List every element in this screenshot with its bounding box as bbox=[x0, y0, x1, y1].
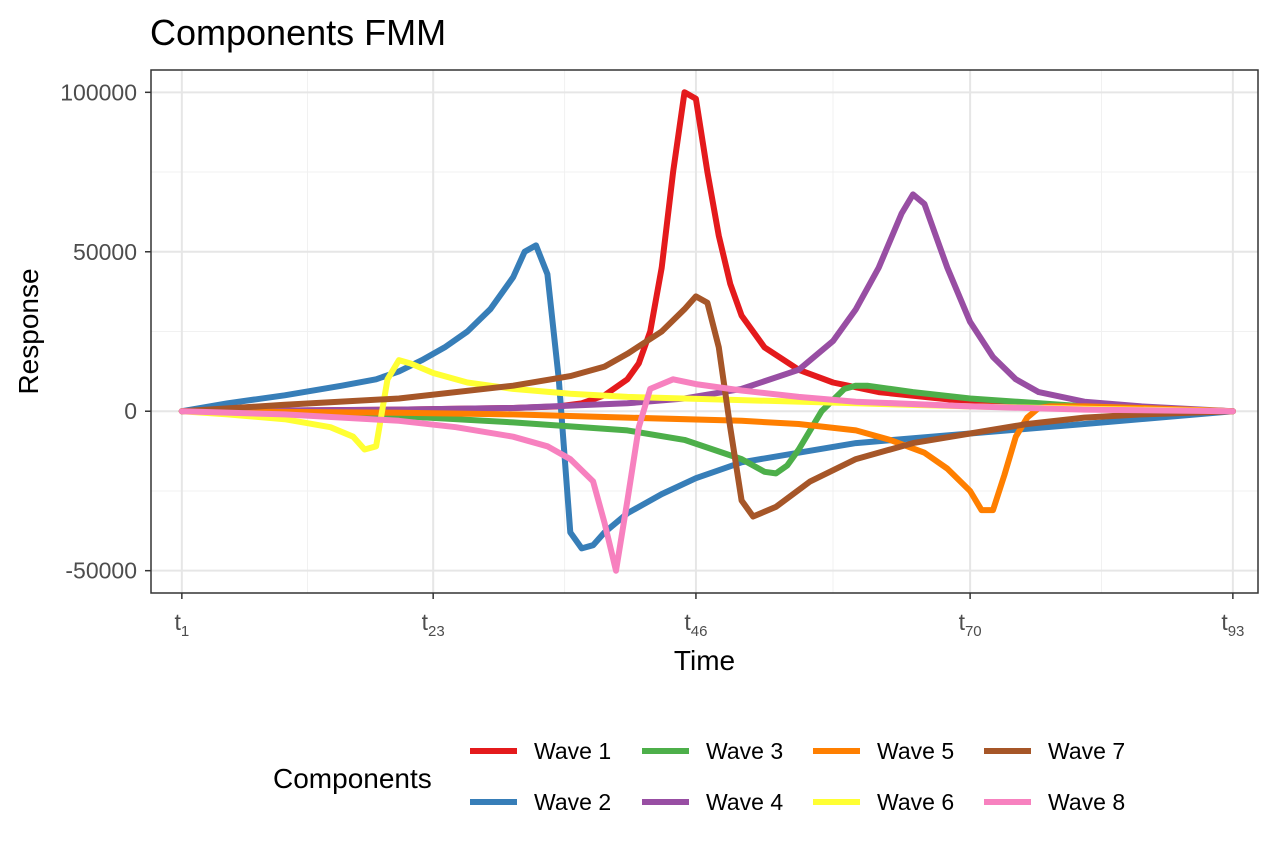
x-tick-label: t93 bbox=[1221, 609, 1244, 640]
legend-label-wave-6: Wave 6 bbox=[877, 789, 954, 815]
y-tick-label: -50000 bbox=[65, 558, 137, 584]
x-tick-base: t bbox=[174, 609, 181, 635]
legend-label-wave-8: Wave 8 bbox=[1048, 789, 1125, 815]
series-line-wave-3 bbox=[178, 382, 1236, 477]
x-tick-base: t bbox=[1221, 609, 1228, 635]
x-tick-subscript: 23 bbox=[428, 623, 445, 640]
x-tick-base: t bbox=[684, 609, 691, 635]
x-tick-label: t46 bbox=[684, 609, 707, 640]
x-tick-label: t70 bbox=[959, 609, 982, 640]
grid bbox=[151, 70, 1258, 593]
legend-title: Components bbox=[273, 763, 432, 794]
x-tick-subscript: 46 bbox=[691, 623, 708, 640]
x-axis-title: Time bbox=[674, 645, 735, 676]
x-tick-label: t23 bbox=[422, 609, 445, 640]
y-tick-label: 100000 bbox=[60, 79, 137, 105]
legend-label-wave-7: Wave 7 bbox=[1048, 738, 1125, 764]
x-axis-ticks: t1 t23 t46 t70 t93 bbox=[174, 593, 1244, 640]
series-lines bbox=[178, 89, 1236, 574]
legend: Components Wave 1 Wave 2 Wave 3 Wave 4 Wave … bbox=[273, 738, 1125, 815]
series-line-wave-8 bbox=[178, 376, 1236, 574]
x-tick-label: t1 bbox=[174, 609, 189, 640]
legend-label-wave-1: Wave 1 bbox=[534, 738, 611, 764]
legend-label-wave-3: Wave 3 bbox=[706, 738, 783, 764]
panel-border bbox=[150, 69, 1259, 594]
y-tick-label: 0 bbox=[124, 398, 137, 424]
x-tick-subscript: 70 bbox=[965, 623, 982, 640]
y-axis-title: Response bbox=[13, 268, 44, 394]
x-tick-subscript: 1 bbox=[181, 623, 189, 640]
chart-title: Components FMM bbox=[150, 12, 446, 53]
x-tick-base: t bbox=[422, 609, 429, 635]
series-line-wave-4 bbox=[178, 191, 1236, 415]
legend-label-wave-2: Wave 2 bbox=[534, 789, 611, 815]
y-tick-label: 50000 bbox=[73, 239, 137, 265]
y-axis-ticks: 100000 50000 0 -50000 bbox=[60, 79, 151, 584]
legend-label-wave-5: Wave 5 bbox=[877, 738, 954, 764]
x-tick-subscript: 93 bbox=[1228, 623, 1245, 640]
legend-label-wave-4: Wave 4 bbox=[706, 789, 783, 815]
x-tick-base: t bbox=[959, 609, 966, 635]
